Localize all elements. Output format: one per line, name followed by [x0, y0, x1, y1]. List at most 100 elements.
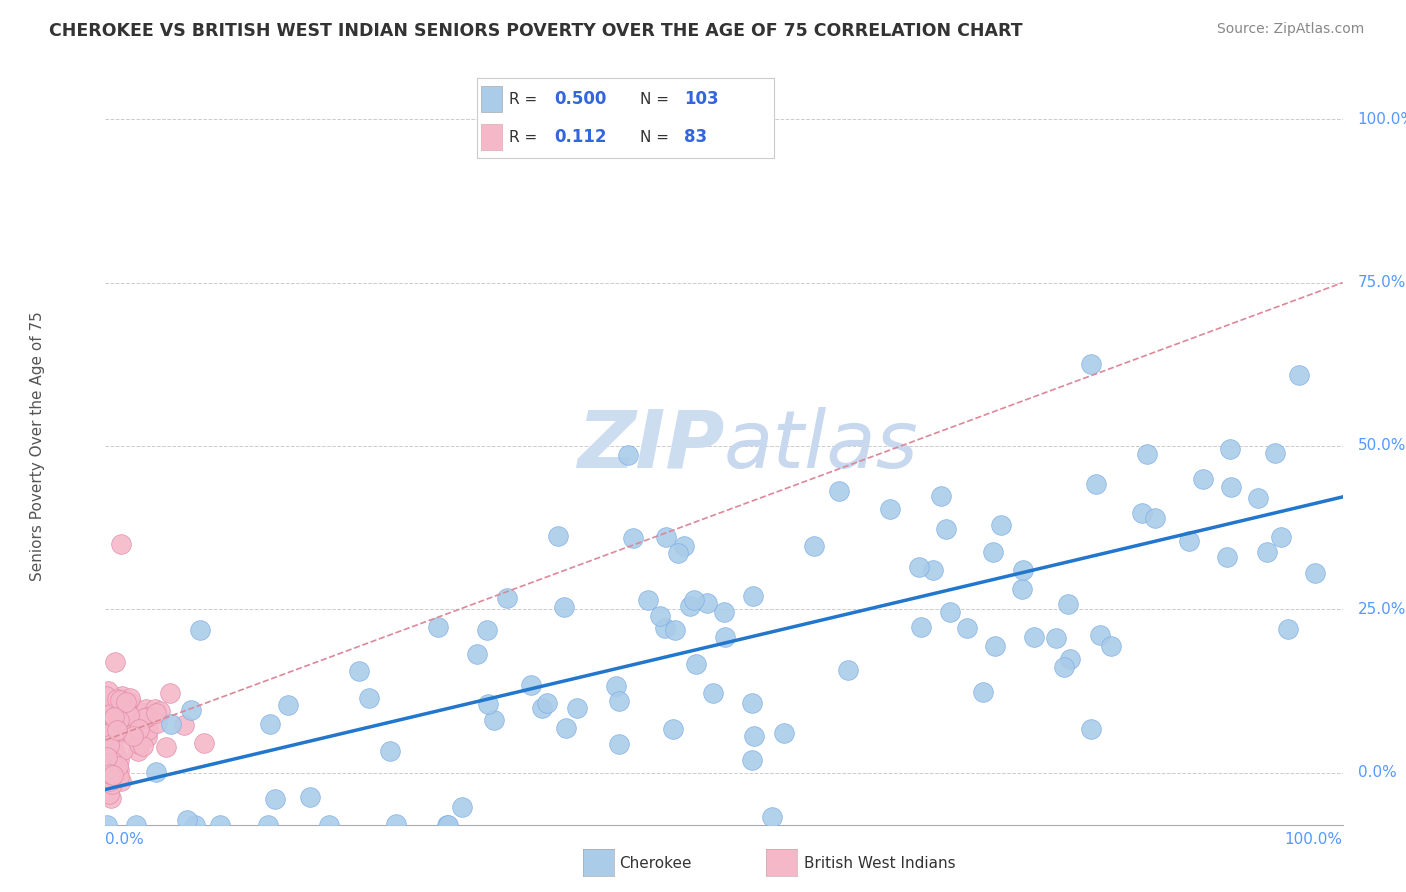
Point [1256, 545, 1278, 559]
Text: 100.0%: 100.0% [1285, 831, 1343, 847]
Point [531, 701, 554, 715]
Point [98, 766, 121, 780]
Point [1053, 660, 1076, 674]
Point [118, 707, 141, 722]
Point [1219, 442, 1241, 456]
Point [114, 701, 136, 715]
Point [114, 695, 136, 709]
Point [702, 686, 724, 700]
Point [118, 690, 141, 705]
Text: CHEROKEE VS BRITISH WEST INDIAN SENIORS POVERTY OVER THE AGE OF 75 CORRELATION C: CHEROKEE VS BRITISH WEST INDIAN SENIORS … [49, 22, 1022, 40]
Point [104, 761, 127, 775]
Point [359, 691, 381, 706]
Point [136, 707, 159, 722]
Point [536, 697, 558, 711]
Text: 0.0%: 0.0% [105, 831, 145, 847]
Point [1080, 722, 1102, 736]
Text: Seniors Poverty Over the Age of 75: Seniors Poverty Over the Age of 75 [30, 311, 45, 581]
Text: Source: ZipAtlas.com: Source: ZipAtlas.com [1216, 22, 1364, 37]
Point [104, 655, 127, 669]
Point [134, 706, 156, 720]
Text: atlas: atlas [724, 407, 920, 485]
Point [1288, 368, 1310, 382]
Point [553, 599, 575, 614]
Point [160, 716, 183, 731]
Point [318, 818, 340, 832]
Point [1045, 631, 1067, 645]
Point [679, 599, 702, 613]
Point [107, 723, 129, 737]
Point [132, 711, 155, 725]
Point [96, 706, 118, 720]
Point [135, 702, 157, 716]
Point [666, 546, 689, 560]
Point [97, 725, 120, 739]
Point [742, 729, 765, 743]
Point [105, 692, 128, 706]
Point [1277, 622, 1299, 636]
Point [127, 744, 149, 758]
Point [465, 648, 488, 662]
Point [741, 753, 763, 767]
Point [827, 483, 849, 498]
Point [621, 531, 644, 545]
Point [128, 723, 150, 737]
Point [547, 529, 569, 543]
Point [96, 758, 118, 772]
Point [97, 724, 120, 739]
Point [1059, 652, 1081, 666]
Point [1088, 628, 1111, 642]
Point [981, 545, 1004, 559]
Point [837, 663, 859, 677]
Point [673, 539, 696, 553]
Point [149, 704, 172, 718]
Point [96, 746, 118, 760]
Point [1057, 597, 1080, 611]
Point [111, 743, 134, 757]
Point [155, 739, 177, 754]
Point [136, 730, 159, 744]
Point [188, 624, 211, 638]
Point [208, 818, 231, 832]
Point [159, 686, 181, 700]
Point [183, 818, 205, 832]
Point [96, 750, 118, 764]
Point [761, 810, 783, 824]
Point [436, 818, 458, 832]
Point [96, 709, 118, 723]
Point [107, 713, 129, 727]
Point [648, 608, 671, 623]
Point [108, 692, 131, 706]
Point [380, 744, 402, 758]
Point [108, 763, 131, 777]
Point [110, 773, 132, 788]
Point [145, 764, 167, 779]
Point [879, 502, 901, 516]
Point [94, 765, 117, 780]
Point [607, 737, 630, 751]
Point [1099, 640, 1122, 654]
Point [176, 814, 198, 828]
Point [939, 605, 962, 619]
Point [101, 749, 124, 764]
Point [101, 729, 124, 743]
Point [101, 745, 124, 759]
Point [555, 721, 578, 735]
Point [100, 774, 122, 789]
Point [935, 522, 957, 536]
Point [1022, 630, 1045, 644]
Point [617, 448, 640, 462]
Point [385, 816, 408, 830]
Point [120, 702, 142, 716]
Point [94, 700, 117, 714]
Point [908, 560, 931, 574]
Point [128, 737, 150, 751]
Point [259, 717, 281, 731]
Point [1178, 534, 1201, 549]
Point [1246, 491, 1268, 506]
Point [101, 768, 124, 782]
Text: Cherokee: Cherokee [619, 856, 692, 871]
Point [683, 593, 706, 607]
Point [101, 714, 124, 728]
Point [98, 739, 121, 753]
